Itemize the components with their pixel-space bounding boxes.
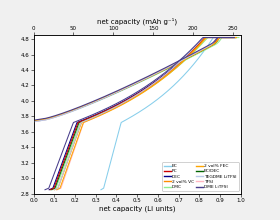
- Legend: EC, PC, DEC, 2 vol% VC, DMC, 2 vol% FEC, EC/DEC, TEGDME LiTFSI, TFSI, DME LiTFSI: EC, PC, DEC, 2 vol% VC, DMC, 2 vol% FEC,…: [162, 162, 239, 191]
- X-axis label: net capacity (mAh g⁻¹): net capacity (mAh g⁻¹): [97, 17, 177, 25]
- X-axis label: net capacity (Li units): net capacity (Li units): [99, 205, 176, 212]
